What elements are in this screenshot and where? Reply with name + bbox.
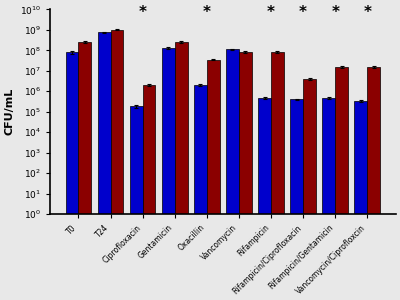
Bar bbox=[258, 98, 271, 300]
Text: *: * bbox=[299, 5, 307, 20]
Bar bbox=[367, 67, 380, 300]
Bar bbox=[98, 32, 110, 300]
Y-axis label: CFU/mL: CFU/mL bbox=[4, 88, 14, 135]
Text: *: * bbox=[203, 5, 211, 20]
Bar bbox=[226, 50, 239, 300]
Bar bbox=[207, 60, 220, 300]
Bar bbox=[175, 42, 188, 300]
Text: *: * bbox=[267, 5, 275, 20]
Bar bbox=[303, 79, 316, 300]
Bar bbox=[271, 52, 284, 300]
Bar bbox=[143, 85, 156, 300]
Text: *: * bbox=[363, 5, 371, 20]
Bar bbox=[194, 85, 207, 300]
Bar bbox=[239, 52, 252, 300]
Bar bbox=[335, 67, 348, 300]
Text: *: * bbox=[331, 5, 339, 20]
Bar bbox=[290, 99, 303, 300]
Bar bbox=[110, 30, 123, 300]
Bar bbox=[130, 106, 143, 300]
Bar bbox=[322, 98, 335, 300]
Text: *: * bbox=[139, 5, 147, 20]
Bar bbox=[354, 100, 367, 300]
Bar bbox=[162, 48, 175, 300]
Bar bbox=[66, 52, 78, 300]
Bar bbox=[78, 42, 91, 300]
